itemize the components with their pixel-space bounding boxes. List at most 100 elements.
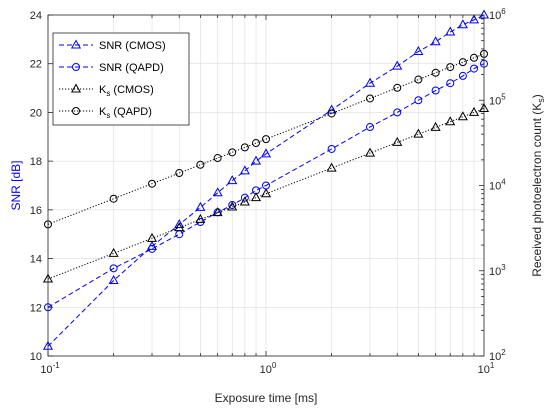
legend-label: Ks (CMOS): [99, 84, 154, 98]
legend-label: SNR (QAPD): [99, 62, 164, 74]
data-point: [364, 147, 376, 157]
data-point: [430, 36, 441, 46]
data-point: [227, 175, 238, 185]
data-point: [457, 19, 468, 29]
data-point: [457, 111, 468, 121]
y-left-tick-label: 22: [30, 59, 42, 71]
data-point: [366, 123, 375, 132]
data-point: [228, 148, 237, 157]
data-point: [445, 26, 456, 36]
data-point: [431, 68, 440, 77]
data-point: [470, 64, 479, 73]
y-right-tick-label: 104: [489, 178, 506, 193]
data-point: [413, 46, 424, 56]
y-left-tick-label: 10: [30, 351, 42, 363]
x-tick-label-exp: -1: [53, 361, 61, 370]
data-point: [148, 179, 157, 188]
legend-marker: [72, 107, 80, 115]
data-point: [239, 196, 250, 206]
x-tick-label-exp: 1: [490, 361, 495, 370]
data-point: [108, 247, 119, 257]
series-line: [47, 63, 485, 308]
y-axis-right-title-sub: s: [536, 98, 546, 103]
data-point: [260, 148, 272, 158]
data-point: [146, 232, 158, 242]
data-point: [392, 60, 403, 70]
x-tick-label-base: 10: [478, 364, 490, 376]
y-axis-left-title: SNR [dB]: [9, 160, 23, 210]
legend-label-main: K: [99, 84, 107, 96]
data-point: [364, 77, 376, 87]
data-point: [326, 104, 337, 114]
y-right-tick-label: 102: [489, 348, 506, 363]
data-point: [327, 109, 336, 118]
data-point: [212, 187, 223, 197]
x-tick-label-base: 10: [40, 364, 52, 376]
data-point: [326, 162, 337, 172]
data-point: [240, 143, 249, 152]
y-axis-right-title-main: Received photoelectron count (K: [530, 103, 544, 277]
data-point: [195, 201, 206, 211]
y-right-tick-label-exp: 2: [501, 348, 506, 357]
data-point: [175, 169, 184, 178]
x-axis-title: Exposure time [ms]: [215, 391, 318, 405]
legend-label-suffix: (QAPD): [110, 106, 152, 118]
data-point: [109, 264, 118, 273]
y-axis-right-title-suffix: ): [530, 94, 544, 98]
data-point: [109, 194, 118, 203]
y-left-tick-label: 24: [30, 10, 42, 22]
data-point: [445, 116, 456, 126]
x-tick-label: 100: [260, 361, 277, 376]
data-point: [148, 244, 157, 253]
legend-marker: [72, 63, 80, 71]
y-right-tick-label-base: 10: [489, 181, 501, 193]
legend-label-main: K: [99, 106, 107, 118]
data-point: [458, 71, 467, 80]
plot-series: [42, 9, 490, 350]
data-point: [252, 139, 261, 148]
y-left-tick-label: 18: [30, 156, 42, 168]
y-right-tick-label-base: 10: [489, 266, 501, 278]
y-right-tick-label-exp: 5: [501, 92, 506, 101]
y-left-tick-label: 12: [30, 302, 42, 314]
data-point: [262, 135, 270, 144]
data-point: [470, 53, 479, 62]
data-point: [250, 192, 262, 202]
data-point: [227, 201, 238, 211]
data-point: [430, 121, 441, 131]
data-point: [414, 75, 423, 84]
data-point: [446, 63, 455, 72]
data-point: [413, 128, 424, 138]
y-right-tick-label-base: 10: [489, 351, 501, 363]
y-right-tick-label: 103: [489, 263, 506, 278]
data-point: [196, 160, 205, 169]
data-point: [458, 58, 467, 67]
data-point: [468, 14, 480, 24]
data-point: [174, 222, 185, 232]
x-tick-label-base: 10: [260, 364, 272, 376]
data-point: [431, 86, 440, 95]
legend-label-suffix: (CMOS): [110, 84, 153, 96]
data-point: [414, 96, 423, 105]
data-point: [212, 207, 223, 217]
data-point: [240, 193, 249, 202]
data-point: [393, 108, 402, 117]
y-right-tick-label-exp: 4: [501, 178, 506, 187]
y-right-tick-label: 106: [489, 7, 506, 22]
data-point: [108, 274, 119, 284]
legend-label-sub: s: [106, 111, 110, 120]
legend-marker: [70, 83, 82, 93]
series-line: [47, 53, 485, 225]
data-point: [392, 136, 403, 146]
x-tick-label: 101: [478, 361, 495, 376]
data-point: [468, 106, 480, 116]
y-axis-right-title: Received photoelectron count (Ks): [530, 94, 546, 277]
data-point: [260, 188, 272, 198]
data-point: [366, 94, 375, 103]
y-left-tick-label: 14: [30, 254, 42, 266]
y-right-tick-label-base: 10: [489, 10, 501, 22]
data-point: [327, 144, 336, 153]
series-1: [42, 9, 490, 350]
